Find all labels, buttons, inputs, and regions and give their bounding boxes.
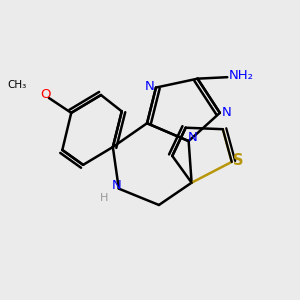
Text: CH₃: CH₃ [8,80,27,90]
Text: NH₂: NH₂ [229,69,254,82]
Text: N: N [145,80,155,93]
Text: N: N [188,131,197,144]
Text: H: H [100,193,109,202]
Text: N: N [112,178,121,192]
Text: O: O [40,88,51,101]
Text: S: S [233,153,244,168]
Text: N: N [221,106,231,119]
